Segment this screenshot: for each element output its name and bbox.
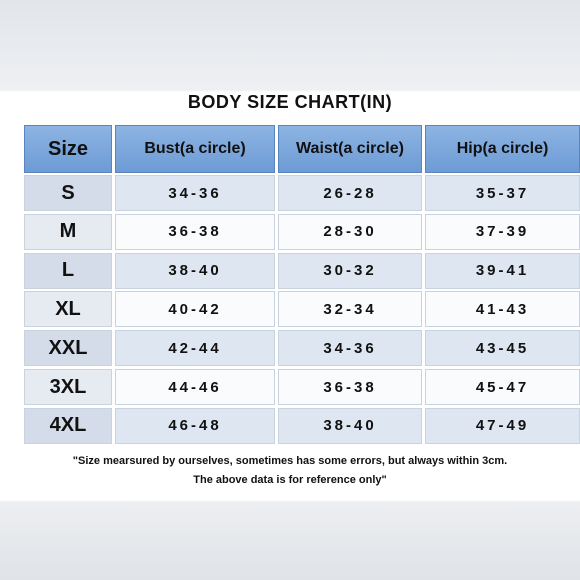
header-cell: Waist(a circle) <box>278 125 422 173</box>
table-cell: 35-37 <box>425 175 580 211</box>
table-cell: 3XL <box>24 369 112 405</box>
table-cell: 39-41 <box>425 252 580 289</box>
table-cell: 32-34 <box>278 291 422 328</box>
table-cell: XXL <box>24 330 112 367</box>
header-cell: Bust(a circle) <box>115 125 275 173</box>
note-line: "Size mearsured by ourselves, sometimes … <box>72 455 508 467</box>
note-line: The above data is for reference only" <box>193 474 387 486</box>
title: BODY SIZE CHART(IN) <box>187 92 393 112</box>
table-cell: 44-46 <box>115 369 275 405</box>
table-cell: 34-36 <box>115 175 275 211</box>
table-cell: 37-39 <box>425 213 580 250</box>
table-cell: 46-48 <box>115 407 275 444</box>
table-cell: L <box>24 252 112 289</box>
table-cell: 38-40 <box>278 407 422 444</box>
table-cell: 47-49 <box>425 407 580 444</box>
table-cell: 45-47 <box>425 369 580 405</box>
table-cell: 36-38 <box>278 369 422 405</box>
table-cell: 43-45 <box>425 330 580 367</box>
table-cell: 30-32 <box>278 252 422 289</box>
table-cell: 38-40 <box>115 252 275 289</box>
table-cell: 36-38 <box>115 213 275 250</box>
table-cell: 40-42 <box>115 291 275 328</box>
header-cell: Hip(a circle) <box>425 125 580 173</box>
table-cell: S <box>24 175 112 211</box>
table-cell: 4XL <box>24 407 112 444</box>
table-cell: 28-30 <box>278 213 422 250</box>
table-cell: 42-44 <box>115 330 275 367</box>
table-cell: 41-43 <box>425 291 580 328</box>
table-cell: XL <box>24 291 112 328</box>
table-cell: 34-36 <box>278 330 422 367</box>
header-cell: Size <box>24 125 112 173</box>
table-cell: 26-28 <box>278 175 422 211</box>
table-cell: M <box>24 213 112 250</box>
